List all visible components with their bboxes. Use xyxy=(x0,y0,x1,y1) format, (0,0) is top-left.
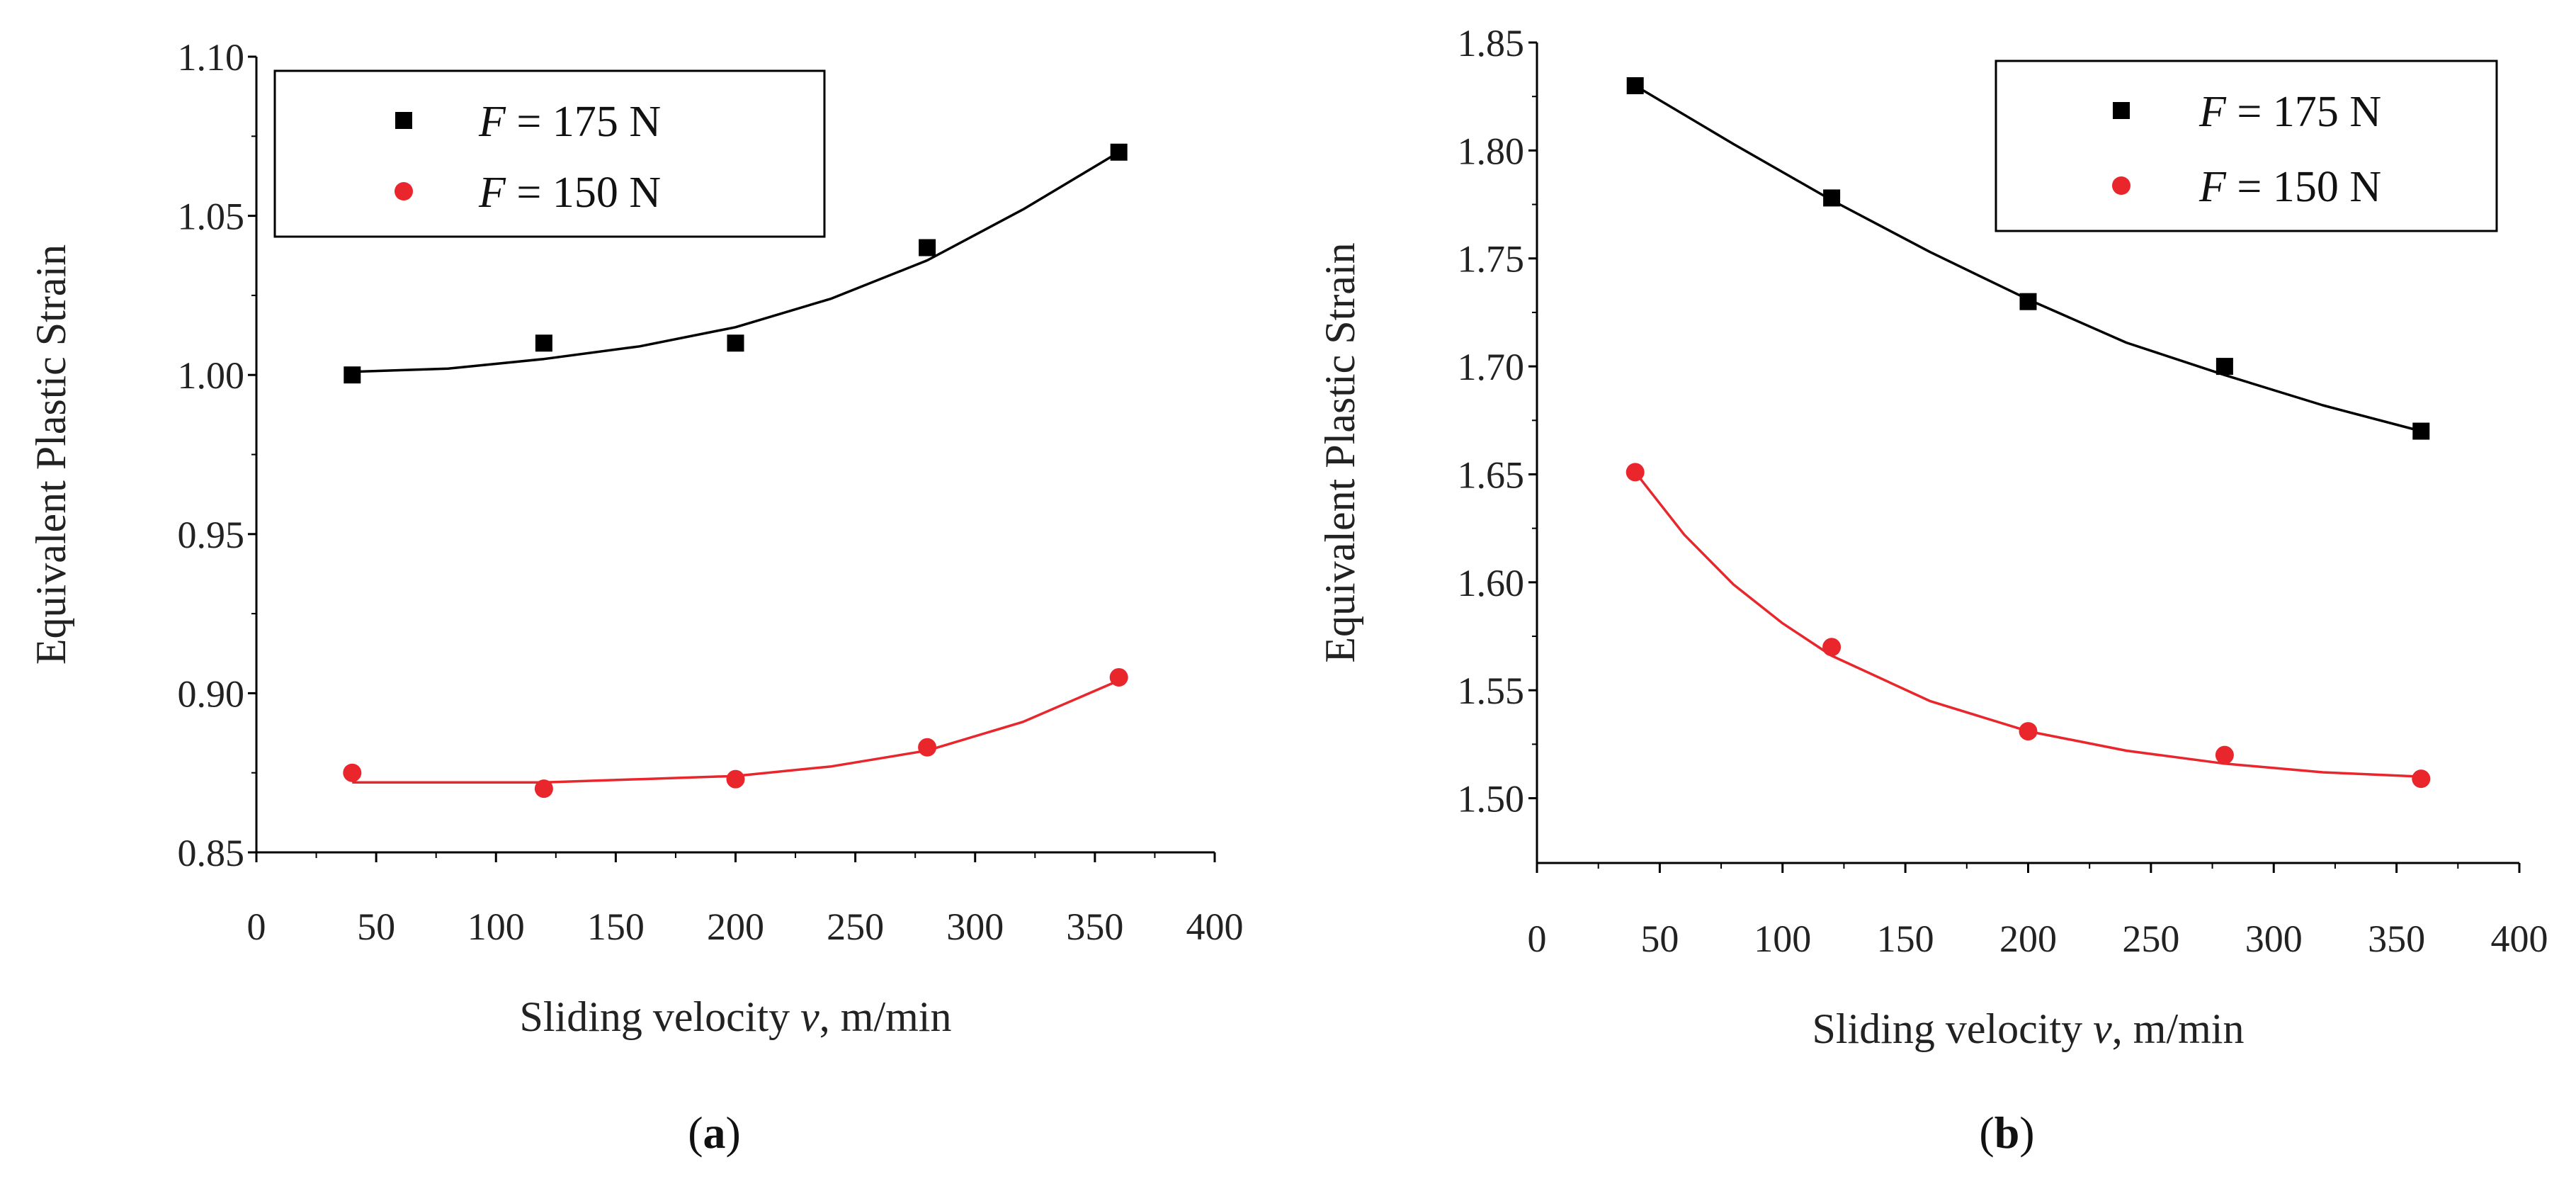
x-tick-label: 200 xyxy=(1999,918,2057,960)
x-tick-label: 300 xyxy=(946,906,1004,948)
legend-entry-value: = 175 N xyxy=(506,98,661,146)
panel-label: (a) xyxy=(688,1107,741,1158)
data-point-f175 xyxy=(2019,293,2037,310)
legend-entry: F = 150 N xyxy=(2198,163,2381,211)
y-tick-label: 1.50 xyxy=(1458,778,1525,820)
legend-box xyxy=(1995,60,2498,232)
legend-entry-value: = 150 N xyxy=(506,169,661,217)
data-point-f150 xyxy=(534,779,553,799)
x-tick-label: 300 xyxy=(2245,918,2303,960)
y-axis-title: Equivalent Plastic Strain xyxy=(28,244,74,665)
legend: F = 175 NF = 150 N xyxy=(273,69,826,238)
x-tick-label: 350 xyxy=(1066,906,1123,948)
legend-entry: F = 175 N xyxy=(478,98,661,146)
x-tick-label: 50 xyxy=(1640,918,1679,960)
legend-entry-variable: F xyxy=(478,169,506,217)
trend-line-f150 xyxy=(1634,471,2422,778)
legend-entry-variable: F xyxy=(478,98,506,146)
y-tick-label: 1.70 xyxy=(1458,346,1525,388)
x-tick-label: 100 xyxy=(467,906,525,948)
legend: F = 175 NF = 150 N xyxy=(1995,60,2498,232)
x-tick-label: 350 xyxy=(2368,918,2425,960)
trend-line-f150 xyxy=(352,679,1120,784)
data-point-f175 xyxy=(2412,422,2430,440)
panel-label-letter: b xyxy=(1995,1107,2020,1158)
data-point-f175 xyxy=(919,239,936,256)
legend-marker-square xyxy=(2113,102,2130,119)
data-point-f175 xyxy=(2215,358,2233,376)
x-axis-title-text: Sliding velocity xyxy=(1812,1005,2094,1052)
chart-panel-b: 1.50 1.55 1.60 1.65 1.70 1.75 1.80 1.85 0 50 100 15… xyxy=(1317,22,2548,1158)
legend-marker-circle xyxy=(2112,176,2130,195)
data-point-f150 xyxy=(2019,722,2038,741)
chart-panel-a: 0.85 0.90 0.95 1.00 1.05 1.10 0 50 100 150 200 250 3… xyxy=(28,36,1244,1158)
x-tick-label: 250 xyxy=(2122,918,2179,960)
y-tick-label: 1.10 xyxy=(178,36,245,79)
legend-entry: F = 175 N xyxy=(2198,88,2381,136)
y-tick-label: 1.00 xyxy=(178,354,245,397)
panel-label: (b) xyxy=(1979,1107,2034,1158)
x-axis-title: Sliding velocity v, m/min xyxy=(1812,1005,2245,1052)
y-tick-label: 0.95 xyxy=(178,514,245,556)
data-point-f150 xyxy=(2215,745,2234,765)
x-axis-title-variable: v xyxy=(800,993,819,1040)
x-axis-title-variable: v xyxy=(2093,1005,2112,1052)
data-point-f150 xyxy=(726,769,745,789)
x-tick-label: 100 xyxy=(1754,918,1811,960)
trend-line-f175 xyxy=(352,151,1120,373)
data-point-f175 xyxy=(344,366,361,384)
legend-box xyxy=(273,69,826,238)
x-axis-title-unit: , m/min xyxy=(2112,1005,2245,1052)
legend-marker-square xyxy=(395,112,412,129)
panel-label-letter: a xyxy=(703,1107,726,1158)
data-point-f150 xyxy=(1109,667,1128,687)
y-tick-label: 0.90 xyxy=(178,672,245,715)
x-tick-label: 200 xyxy=(707,906,764,948)
x-tick-label: 150 xyxy=(587,906,645,948)
x-axis-title-text: Sliding velocity xyxy=(520,993,801,1040)
y-tick-label: 0.85 xyxy=(178,832,245,874)
x-axis-title: Sliding velocity v, m/min xyxy=(520,993,952,1040)
y-tick-label: 1.60 xyxy=(1458,562,1525,604)
panel-label-open: ( xyxy=(688,1107,703,1158)
x-tick-label: 0 xyxy=(1528,918,1547,960)
data-point-f150 xyxy=(343,763,362,782)
data-point-f150 xyxy=(2412,769,2431,789)
data-point-f175 xyxy=(1823,189,1841,207)
legend-entry-variable: F xyxy=(2198,163,2227,211)
legend-entry-value: = 150 N xyxy=(2226,163,2381,211)
panel-label-close: ) xyxy=(2019,1107,2034,1158)
y-tick-label: 1.80 xyxy=(1458,130,1525,172)
legend-marker-circle xyxy=(395,182,413,201)
data-point-f150 xyxy=(1822,638,1842,657)
x-axis-title-unit: , m/min xyxy=(819,993,952,1040)
panel-label-open: ( xyxy=(1979,1107,1994,1158)
panel-label-close: ) xyxy=(726,1107,741,1158)
y-axis-title: Equivalent Plastic Strain xyxy=(1317,242,1363,662)
data-point-f175 xyxy=(1110,143,1128,161)
x-tick-label: 250 xyxy=(827,906,884,948)
x-tick-label: 150 xyxy=(1877,918,1934,960)
legend-entry-variable: F xyxy=(2198,88,2227,136)
y-tick-label: 1.55 xyxy=(1458,670,1525,712)
x-tick-label: 400 xyxy=(1186,906,1244,948)
x-tick-label: 0 xyxy=(247,906,266,948)
data-point-f150 xyxy=(1625,463,1645,482)
x-tick-label: 50 xyxy=(357,906,395,948)
data-point-f150 xyxy=(918,738,937,757)
data-point-f175 xyxy=(727,334,744,352)
y-tick-label: 1.05 xyxy=(178,196,245,238)
legend-entry: F = 150 N xyxy=(478,169,661,217)
data-point-f175 xyxy=(535,334,552,352)
x-tick-label: 400 xyxy=(2491,918,2548,960)
data-point-f175 xyxy=(1626,77,1644,94)
y-tick-label: 1.85 xyxy=(1458,22,1525,64)
legend-entry-value: = 175 N xyxy=(2226,88,2381,136)
y-tick-label: 1.75 xyxy=(1458,238,1525,281)
y-tick-label: 1.65 xyxy=(1458,453,1525,496)
